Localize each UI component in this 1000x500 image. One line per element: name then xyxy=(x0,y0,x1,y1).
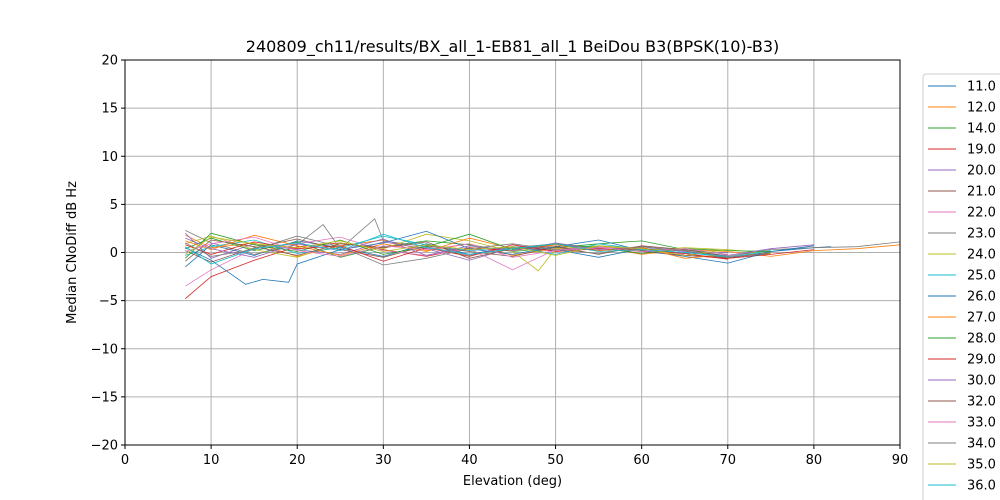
y-tick-label: −5 xyxy=(99,294,118,309)
legend-label: 24.0 xyxy=(967,248,996,263)
x-axis-ticks: 0 10 20 30 40 50 60 70 80 90 xyxy=(121,445,908,468)
legend-label: 29.0 xyxy=(967,353,996,368)
legend-box xyxy=(922,73,1000,500)
y-tick-label: 20 xyxy=(101,54,118,69)
series-lines xyxy=(185,218,901,300)
legend-label: 36.0 xyxy=(967,479,996,494)
legend-label: 26.0 xyxy=(967,290,996,305)
legend-label: 14.0 xyxy=(967,122,996,137)
x-tick-label: 60 xyxy=(633,453,650,468)
x-tick-label: 20 xyxy=(289,453,306,468)
legend-label: 35.0 xyxy=(967,458,996,473)
x-tick-label: 0 xyxy=(121,453,129,468)
legend-label: 23.0 xyxy=(967,227,996,242)
y-tick-label: 10 xyxy=(101,150,118,165)
x-tick-label: 40 xyxy=(461,453,478,468)
chart-title: 240809_ch11/results/BX_all_1-EB81_all_1 … xyxy=(246,37,779,57)
y-tick-label: 5 xyxy=(110,198,118,213)
legend-label: 28.0 xyxy=(967,332,996,347)
legend-label: 11.0 xyxy=(967,80,996,95)
legend: 11.0 12.0 14.0 19.0 20.0 21.0 22.0 23.0 24.0 25.0… xyxy=(922,73,1000,500)
series-line-36.0 xyxy=(185,233,728,265)
x-tick-label: 90 xyxy=(892,453,909,468)
x-tick-label: 70 xyxy=(720,453,737,468)
legend-label: 22.0 xyxy=(967,206,996,221)
series-line-33.0 xyxy=(185,236,728,258)
x-axis-label: Elevation (deg) xyxy=(463,474,562,489)
legend-label: 20.0 xyxy=(967,164,996,179)
y-tick-label: −15 xyxy=(91,390,118,405)
legend-label: 33.0 xyxy=(967,416,996,431)
series-line-32.0 xyxy=(185,239,728,262)
y-tick-label: −20 xyxy=(91,439,118,454)
y-tick-label: 15 xyxy=(101,102,118,117)
series-line-35.0 xyxy=(185,236,728,256)
x-tick-label: 80 xyxy=(806,453,823,468)
x-tick-label: 50 xyxy=(547,453,564,468)
y-axis-ticks: 20 15 10 5 0 −5 −10 −15 −20 xyxy=(91,54,125,454)
series-line-29.0 xyxy=(185,241,728,262)
legend-label: 32.0 xyxy=(967,395,996,410)
legend-label: 34.0 xyxy=(967,437,996,452)
x-tick-label: 10 xyxy=(203,453,220,468)
legend-label: 30.0 xyxy=(967,374,996,389)
legend-label: 25.0 xyxy=(967,269,996,284)
y-tick-label: −10 xyxy=(91,342,118,357)
legend-label: 21.0 xyxy=(967,185,996,200)
y-axis-label: Median CNoDiff dB Hz xyxy=(65,181,80,324)
legend-label: 27.0 xyxy=(967,311,996,326)
y-tick-label: 0 xyxy=(110,246,118,261)
x-tick-label: 30 xyxy=(375,453,392,468)
series-line-14.0 xyxy=(185,237,728,258)
legend-label: 12.0 xyxy=(967,101,996,116)
legend-label: 19.0 xyxy=(967,143,996,158)
